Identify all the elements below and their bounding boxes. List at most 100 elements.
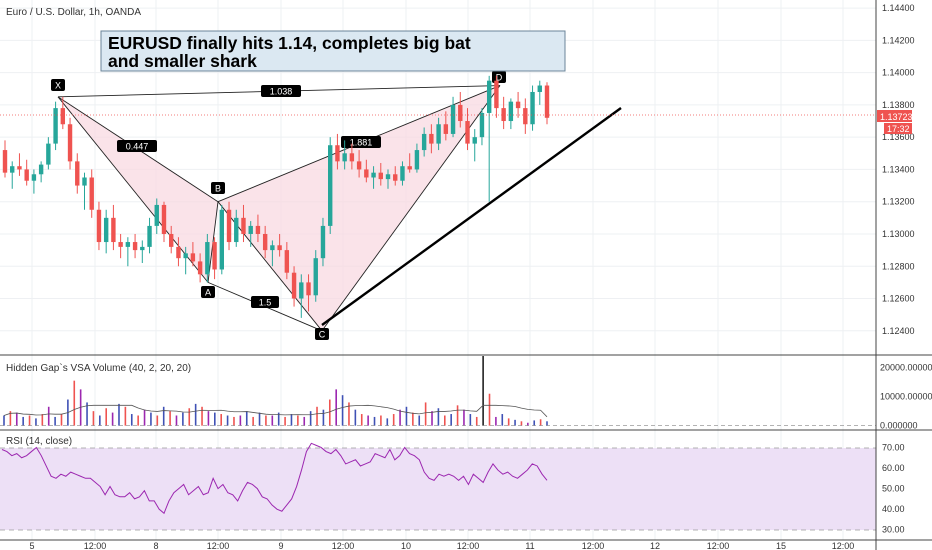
harmonic-pattern: 1.038 0.447 1.5 1.881 X A B C D <box>51 71 506 340</box>
time-tick-label: 12:00 <box>582 541 605 550</box>
time-tick-label: 12:00 <box>457 541 480 550</box>
candle-body <box>356 161 362 170</box>
candle-body <box>154 204 159 226</box>
candle-body <box>364 169 369 178</box>
price-tick-label: 1.12600 <box>882 294 915 304</box>
pattern-leg-xa <box>57 96 209 283</box>
point-label-c: C <box>319 330 326 340</box>
price-tick-label: 1.13200 <box>882 197 915 207</box>
time-tick-label: 15 <box>776 541 786 550</box>
symbol-title: Euro / U.S. Dollar, 1h, OANDA <box>6 7 141 18</box>
point-label-box <box>201 286 215 298</box>
candle-body <box>494 80 499 109</box>
candle-body <box>183 253 188 259</box>
candle-body <box>465 121 470 144</box>
pattern-leg-cd <box>321 85 501 332</box>
candle-body <box>400 166 405 181</box>
candle-body <box>60 108 66 125</box>
volume-tick-label: 10000.000000 <box>880 392 932 402</box>
headline-line-2: and smaller shark <box>108 51 257 71</box>
candle-body <box>458 104 463 122</box>
candle-body <box>38 164 44 175</box>
time-tick-label: 5 <box>29 541 34 550</box>
candle-body <box>96 209 102 243</box>
candle-body <box>436 124 441 144</box>
time-tick-label: 12:00 <box>832 541 855 550</box>
rsi-tick-label: 50.00 <box>882 484 905 494</box>
candle-body <box>53 108 58 144</box>
candle-body <box>299 282 304 299</box>
candle-body <box>24 169 29 181</box>
price-axis[interactable]: 1.14400 1.14200 1.14000 1.13800 1.13600 1.134… <box>880 3 932 535</box>
candle-body <box>111 217 116 243</box>
price-tick-label: 1.14200 <box>882 35 915 45</box>
candle-body <box>537 85 542 92</box>
candle-body <box>270 245 275 251</box>
price-badge-countdown: 17:32 <box>887 124 910 134</box>
candle-body <box>320 225 326 259</box>
candle-body <box>241 217 246 234</box>
time-axis[interactable]: 5 12:00 8 12:00 9 12:00 10 12:00 11 12:00 12 12:00 1… <box>29 541 854 550</box>
candle-body <box>140 246 145 251</box>
candle-body <box>75 161 80 186</box>
price-tick-label: 1.13800 <box>882 100 915 110</box>
point-label-d: D <box>496 73 503 83</box>
candle-body <box>176 246 181 259</box>
candle-body <box>530 91 535 125</box>
time-tick-label: 10 <box>401 541 411 550</box>
price-tick-label: 1.14400 <box>882 3 915 13</box>
candle-body <box>472 137 477 144</box>
candle-body <box>190 253 196 262</box>
time-tick-label: 12 <box>650 541 660 550</box>
candle-body <box>103 217 109 243</box>
candle-body <box>89 177 94 210</box>
price-tick-label: 1.12400 <box>882 326 915 336</box>
ratio-label-box <box>251 296 279 308</box>
volume-average-line <box>3 404 548 418</box>
time-tick-label: 12:00 <box>207 541 230 550</box>
ratio-label: 1.038 <box>270 87 293 97</box>
ratio-label-box <box>261 85 301 97</box>
candle-body <box>429 133 434 144</box>
time-tick-label: 9 <box>278 541 283 550</box>
ratio-label-box <box>341 136 381 148</box>
trend-line[interactable] <box>321 107 622 326</box>
candle-body <box>407 166 412 170</box>
price-tick-label: 1.13600 <box>882 132 915 142</box>
time-tick-label: 12:00 <box>332 541 355 550</box>
point-label-a: A <box>205 288 211 298</box>
rsi-line <box>1 442 548 515</box>
point-label-box <box>51 79 65 91</box>
ratio-label: 1.5 <box>259 298 272 308</box>
price-tick-label: 1.13400 <box>882 164 915 174</box>
point-label-box <box>315 328 329 340</box>
price-tick-label: 1.12800 <box>882 261 915 271</box>
price-badge: 1.13723 17:32 <box>877 110 913 134</box>
candle-body <box>147 225 152 247</box>
candle-body <box>313 258 318 296</box>
rsi-tick-label: 40.00 <box>882 504 905 514</box>
ratio-label: 0.447 <box>126 142 149 152</box>
price-tick-label: 1.13000 <box>882 229 915 239</box>
candle-body <box>378 172 383 180</box>
candle-body <box>125 242 131 247</box>
candle-body <box>523 108 528 125</box>
candle-body <box>284 250 290 273</box>
candle-body <box>169 233 174 247</box>
candlestick-series <box>2 75 550 318</box>
candle-body <box>67 124 73 162</box>
candle-body <box>335 145 340 162</box>
time-tick-label: 11 <box>525 541 534 550</box>
candle-body <box>31 174 37 181</box>
candle-body <box>248 225 253 234</box>
volume-tick-label: 20000.000000 <box>880 363 932 373</box>
rsi-title: RSI (14, close) <box>6 436 72 447</box>
candle-body <box>46 143 51 165</box>
candle-body <box>508 101 514 122</box>
candle-body <box>515 101 521 109</box>
candle-body <box>342 153 347 162</box>
headline-line-1: EURUSD finally hits 1.14, completes big … <box>108 33 471 53</box>
rsi-band <box>0 448 876 530</box>
candle-body <box>118 242 123 247</box>
